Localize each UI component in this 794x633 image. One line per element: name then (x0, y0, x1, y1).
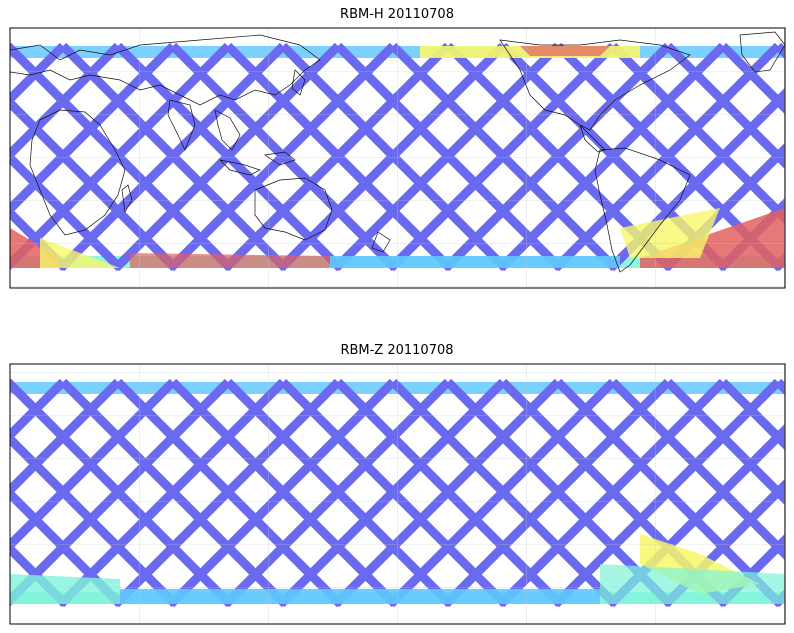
map-panel-rbm-h (9, 27, 786, 289)
swath-track (10, 261, 14, 268)
panel-title-rbm-h: RBM-H 20110708 (340, 7, 454, 22)
map-panel-rbm-z (9, 363, 786, 625)
swath-track (10, 48, 12, 51)
swath-track (10, 384, 12, 387)
panel-title-rbm-z: RBM-Z 20110708 (340, 343, 454, 358)
swath-track (10, 597, 14, 604)
